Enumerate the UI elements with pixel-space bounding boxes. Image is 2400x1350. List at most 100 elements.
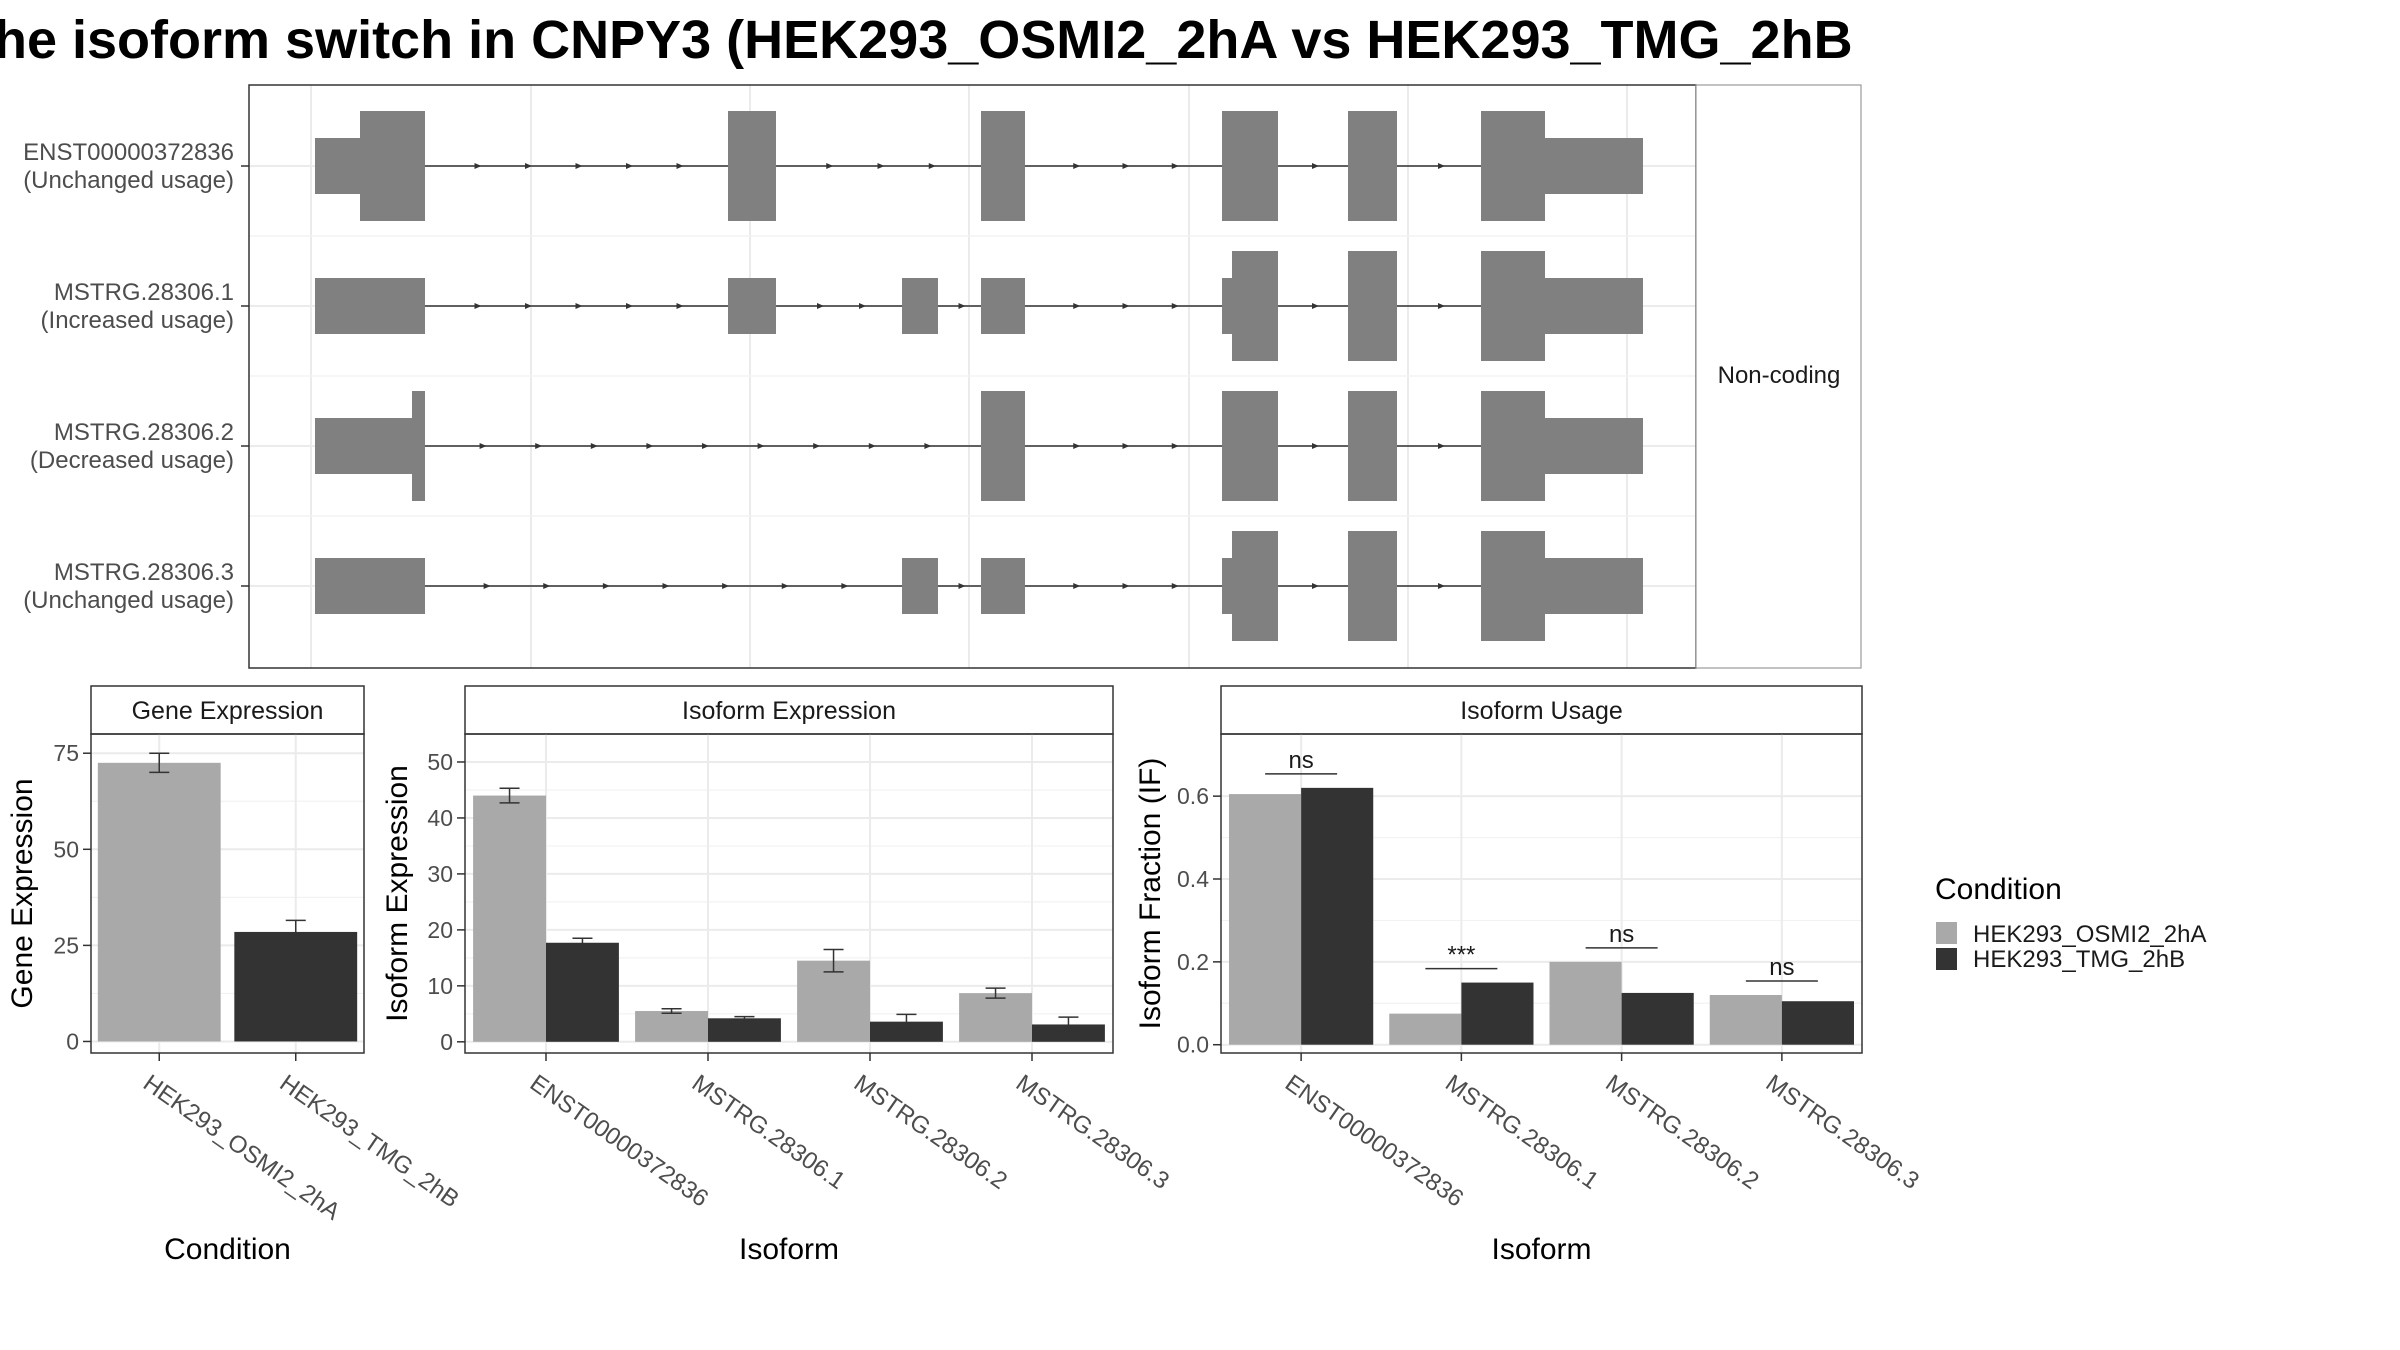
- error-bar: [149, 752, 170, 774]
- y-tick-label: 75: [53, 740, 79, 766]
- bar: [708, 1018, 781, 1042]
- bar: [546, 942, 619, 1042]
- y-tick-label: 50: [427, 749, 453, 775]
- intron-arrow: [626, 303, 633, 309]
- transcript-usage-label: (Unchanged usage): [23, 587, 234, 614]
- intron-arrow: [1171, 163, 1179, 169]
- y-tick-label: 20: [427, 917, 453, 943]
- exon-block: [1348, 531, 1397, 641]
- intron-arrow: [1171, 583, 1179, 589]
- exon-block: [981, 111, 1025, 221]
- exon-block: [1545, 138, 1643, 194]
- bar: [234, 931, 358, 1042]
- exon-block: [1545, 278, 1643, 334]
- panel-border: [90, 733, 365, 1054]
- y-tick-label: 25: [53, 932, 79, 958]
- figure-title: he isoform switch in CNPY3 (HEK293_OSMI2…: [0, 10, 1853, 70]
- intron-arrow: [817, 303, 824, 309]
- bar: [1461, 982, 1534, 1045]
- legend-key-condition-b: [1936, 948, 1957, 970]
- y-tick-label: 0.2: [1177, 949, 1209, 975]
- legend-label-condition-b: HEK293_TMG_2hB: [1973, 946, 2185, 973]
- significance-label: ns: [1288, 747, 1313, 774]
- intron-arrow: [525, 163, 532, 169]
- bar: [1549, 961, 1622, 1045]
- intron-arrow: [535, 443, 543, 449]
- exon-block: [315, 558, 425, 614]
- intron-arrow: [841, 583, 849, 589]
- significance-label: ns: [1609, 921, 1634, 948]
- intron-arrow: [676, 163, 684, 169]
- intron-arrow: [1122, 583, 1130, 589]
- y-tick-label: 0: [66, 1028, 79, 1054]
- strip-title: Isoform Expression: [682, 697, 896, 725]
- x-axis-title: Isoform: [739, 1233, 839, 1266]
- exon-block: [1545, 558, 1643, 614]
- intron-arrow: [676, 303, 684, 309]
- exon-block: [412, 391, 425, 501]
- intron-arrow: [722, 583, 730, 589]
- error-bar: [572, 937, 593, 948]
- intron-arrow: [474, 303, 482, 309]
- x-tick-label: MSTRG.28306.1: [687, 1070, 850, 1195]
- intron-arrow: [1438, 163, 1445, 169]
- legend-label-condition-a: HEK293_OSMI2_2hA: [1973, 921, 2206, 948]
- strip-box: [464, 685, 1114, 735]
- y-tick-label: 0.0: [1177, 1032, 1209, 1058]
- y-tick-label: 50: [53, 836, 79, 862]
- error-bar: [734, 1015, 755, 1021]
- strip-box: [90, 685, 365, 735]
- exon-block: [1545, 418, 1643, 474]
- structure-transcripts: ENST00000372836(Unchanged usage)MSTRG.28…: [23, 111, 1643, 641]
- legend-title: Condition: [1935, 873, 2062, 906]
- exon-block: [1222, 111, 1278, 221]
- error-bar: [1058, 1016, 1079, 1033]
- exon-block: [1232, 251, 1278, 361]
- intron-arrow: [877, 163, 885, 169]
- exon-block: [981, 391, 1025, 501]
- intron-arrow: [928, 163, 936, 169]
- panel-border: [464, 733, 1114, 1054]
- exon-block: [1222, 278, 1232, 334]
- intron-arrow: [602, 583, 610, 589]
- bar: [473, 795, 546, 1042]
- intron-arrow: [813, 443, 821, 449]
- intron-arrow: [757, 443, 765, 449]
- bar: [97, 762, 221, 1042]
- intron-arrow: [1438, 443, 1445, 449]
- bar: [959, 993, 1032, 1042]
- bar: [870, 1021, 943, 1042]
- intron-arrow: [1312, 163, 1319, 169]
- bar: [797, 960, 870, 1042]
- facet-strip: [1695, 84, 1862, 669]
- intron-arrow: [702, 443, 709, 449]
- exon-block: [728, 278, 776, 334]
- bar: [635, 1011, 708, 1042]
- transcript-label: MSTRG.28306.2: [54, 419, 234, 446]
- intron-arrow: [1073, 443, 1081, 449]
- exon-block: [1348, 391, 1397, 501]
- error-bar: [285, 919, 306, 945]
- y-axis-title: Isoform Expression: [381, 765, 414, 1022]
- transcript-label: MSTRG.28306.3: [54, 559, 234, 586]
- intron-arrow: [662, 583, 670, 589]
- intron-arrow: [868, 443, 876, 449]
- exon-block: [981, 278, 1025, 334]
- exon-block: [1232, 531, 1278, 641]
- intron-arrow: [781, 583, 789, 589]
- intron-arrow: [958, 583, 966, 589]
- exon-block: [1222, 558, 1232, 614]
- error-bar: [985, 987, 1006, 999]
- y-tick-label: 30: [427, 861, 453, 887]
- transcript-label: MSTRG.28306.1: [54, 279, 234, 306]
- x-tick-label: ENST00000372836: [525, 1070, 713, 1213]
- intron-arrow: [575, 303, 583, 309]
- exon-block: [1348, 111, 1397, 221]
- intron-arrow: [646, 443, 654, 449]
- transcript-usage-label: (Increased usage): [41, 307, 234, 334]
- error-bar: [499, 787, 520, 804]
- intron-arrow: [1073, 163, 1081, 169]
- intron-arrow: [543, 583, 551, 589]
- y-axis-title: Isoform Fraction (IF): [1134, 758, 1167, 1030]
